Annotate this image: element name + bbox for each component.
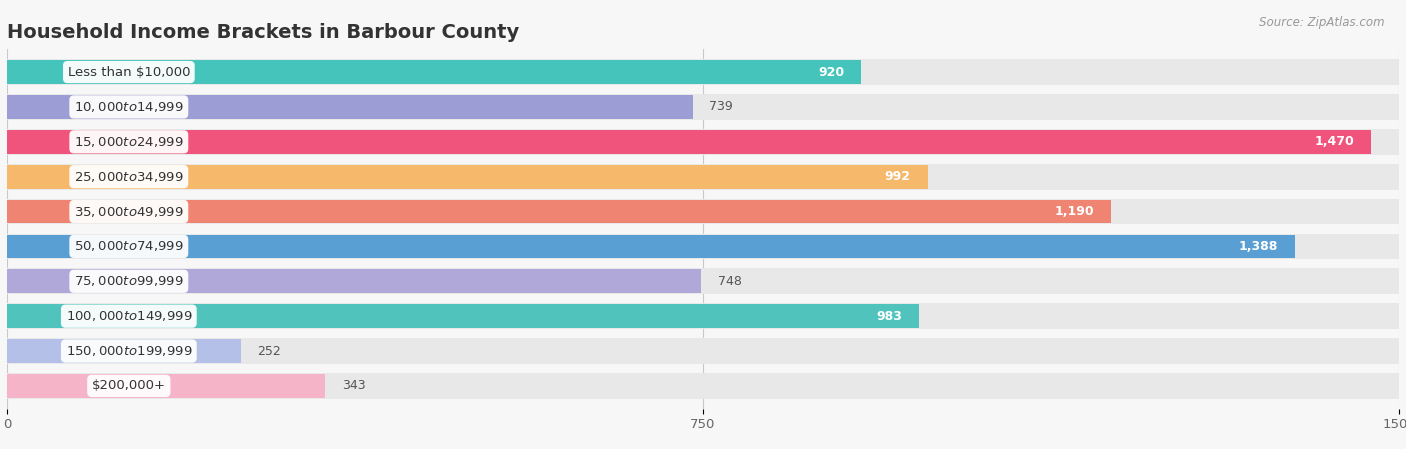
Text: $15,000 to $24,999: $15,000 to $24,999 bbox=[75, 135, 184, 149]
Bar bbox=[7, 200, 1111, 224]
Bar bbox=[7, 198, 1399, 224]
Bar bbox=[7, 373, 1399, 399]
Bar bbox=[7, 59, 1399, 85]
Bar bbox=[7, 129, 1399, 155]
Text: $150,000 to $199,999: $150,000 to $199,999 bbox=[66, 344, 193, 358]
Bar bbox=[7, 165, 928, 189]
Bar bbox=[7, 234, 1295, 258]
Bar bbox=[7, 94, 1399, 120]
Text: 1,470: 1,470 bbox=[1315, 135, 1354, 148]
Bar bbox=[7, 60, 860, 84]
Bar bbox=[7, 164, 1399, 189]
Bar bbox=[7, 130, 1371, 154]
Text: $10,000 to $14,999: $10,000 to $14,999 bbox=[75, 100, 184, 114]
Text: Household Income Brackets in Barbour County: Household Income Brackets in Barbour Cou… bbox=[7, 23, 519, 42]
Text: 748: 748 bbox=[718, 275, 742, 288]
Text: 252: 252 bbox=[257, 344, 281, 357]
Text: $50,000 to $74,999: $50,000 to $74,999 bbox=[75, 239, 184, 253]
Text: Source: ZipAtlas.com: Source: ZipAtlas.com bbox=[1260, 16, 1385, 29]
Text: 920: 920 bbox=[818, 66, 844, 79]
Bar bbox=[7, 374, 325, 398]
Bar bbox=[7, 303, 1399, 329]
Text: Less than $10,000: Less than $10,000 bbox=[67, 66, 190, 79]
Text: 983: 983 bbox=[876, 310, 903, 323]
Bar bbox=[7, 339, 240, 363]
Text: $35,000 to $49,999: $35,000 to $49,999 bbox=[75, 205, 184, 219]
Bar bbox=[7, 304, 920, 328]
Text: $100,000 to $149,999: $100,000 to $149,999 bbox=[66, 309, 193, 323]
Text: 343: 343 bbox=[342, 379, 366, 392]
Bar bbox=[7, 269, 1399, 294]
Text: $200,000+: $200,000+ bbox=[91, 379, 166, 392]
Bar bbox=[7, 338, 1399, 364]
Bar bbox=[7, 233, 1399, 260]
Text: 739: 739 bbox=[710, 101, 734, 114]
Text: 1,388: 1,388 bbox=[1239, 240, 1278, 253]
Bar bbox=[7, 95, 693, 119]
Bar bbox=[7, 269, 702, 293]
Text: 1,190: 1,190 bbox=[1054, 205, 1095, 218]
Text: $25,000 to $34,999: $25,000 to $34,999 bbox=[75, 170, 184, 184]
Text: 992: 992 bbox=[884, 170, 911, 183]
Text: $75,000 to $99,999: $75,000 to $99,999 bbox=[75, 274, 184, 288]
